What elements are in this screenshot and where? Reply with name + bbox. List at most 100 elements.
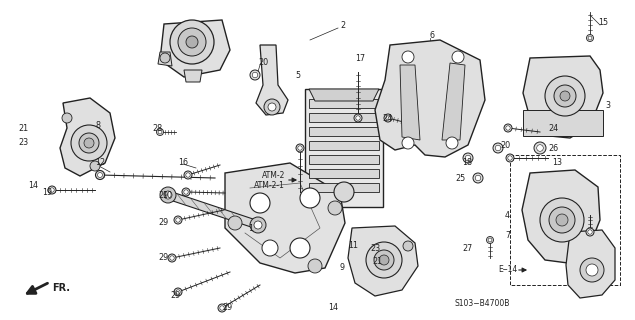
Circle shape [79,133,99,153]
Circle shape [384,114,392,122]
Text: 28: 28 [152,124,162,132]
Text: 17: 17 [355,53,365,62]
Circle shape [588,36,592,40]
Circle shape [508,156,512,160]
Polygon shape [309,113,379,122]
Text: 24: 24 [382,114,392,123]
Text: 15: 15 [598,18,608,27]
Text: 20: 20 [258,58,268,67]
Circle shape [374,250,394,270]
Circle shape [156,129,163,135]
Text: 1: 1 [248,223,253,233]
Circle shape [250,217,266,233]
Circle shape [178,28,206,56]
Text: 6: 6 [430,30,435,39]
Text: E‒14: E‒14 [498,266,518,275]
Circle shape [62,113,72,123]
Polygon shape [309,99,379,108]
Circle shape [587,35,594,42]
Circle shape [176,290,180,294]
Circle shape [540,198,584,242]
Polygon shape [163,189,263,231]
Polygon shape [523,110,603,136]
Circle shape [402,137,414,149]
Text: ATM-2-1: ATM-2-1 [254,180,285,189]
Text: 19: 19 [42,188,52,196]
Text: 14: 14 [28,180,38,189]
Circle shape [586,228,594,236]
Text: 29: 29 [158,218,168,227]
Circle shape [545,76,585,116]
Circle shape [90,161,100,171]
Polygon shape [309,183,379,192]
Polygon shape [400,65,420,140]
Text: 12: 12 [95,157,105,166]
Circle shape [504,124,512,132]
Polygon shape [309,127,379,136]
Text: 9: 9 [340,263,345,273]
Circle shape [160,187,176,203]
Circle shape [354,114,362,122]
Text: 10: 10 [162,190,172,199]
Circle shape [182,188,190,196]
Circle shape [534,142,546,154]
Text: 21: 21 [372,258,382,267]
Polygon shape [309,169,379,178]
Circle shape [506,154,514,162]
Circle shape [537,145,544,151]
Text: 29: 29 [170,291,180,300]
Text: 20: 20 [500,140,510,149]
Polygon shape [305,89,383,207]
Circle shape [268,103,276,111]
Circle shape [580,258,604,282]
Circle shape [84,138,94,148]
Circle shape [186,173,190,177]
Polygon shape [158,52,172,66]
Text: 5: 5 [295,70,300,79]
Text: 24: 24 [548,124,558,132]
Circle shape [473,173,483,183]
Text: 25: 25 [455,173,465,182]
Polygon shape [309,141,379,150]
Circle shape [50,188,54,192]
Circle shape [506,126,510,130]
Circle shape [250,70,260,80]
Circle shape [463,153,473,163]
Polygon shape [256,45,288,115]
Circle shape [290,238,310,258]
Circle shape [186,36,198,48]
Circle shape [402,51,414,63]
Polygon shape [309,155,379,164]
Polygon shape [225,163,345,273]
Text: ATM-2: ATM-2 [262,171,285,180]
Circle shape [95,171,105,180]
Circle shape [170,20,214,64]
Circle shape [184,171,192,179]
Circle shape [176,218,180,222]
Circle shape [160,53,170,63]
Circle shape [218,304,226,312]
Circle shape [493,143,503,153]
Circle shape [300,188,320,208]
Circle shape [174,216,182,224]
Polygon shape [522,170,600,263]
Polygon shape [160,20,230,77]
Text: 14: 14 [328,303,338,313]
Text: 11: 11 [348,241,358,250]
Circle shape [488,238,492,242]
Polygon shape [566,230,615,298]
Polygon shape [60,98,115,176]
Text: 29: 29 [158,190,168,199]
Circle shape [452,51,464,63]
Circle shape [549,207,575,233]
Circle shape [366,242,402,278]
Circle shape [308,259,322,273]
Circle shape [386,116,390,120]
Circle shape [164,191,172,199]
Circle shape [264,99,280,115]
Text: 16: 16 [178,157,188,166]
Circle shape [298,146,302,150]
Polygon shape [184,70,202,82]
Text: 23: 23 [370,244,380,252]
Text: 2: 2 [340,20,345,29]
